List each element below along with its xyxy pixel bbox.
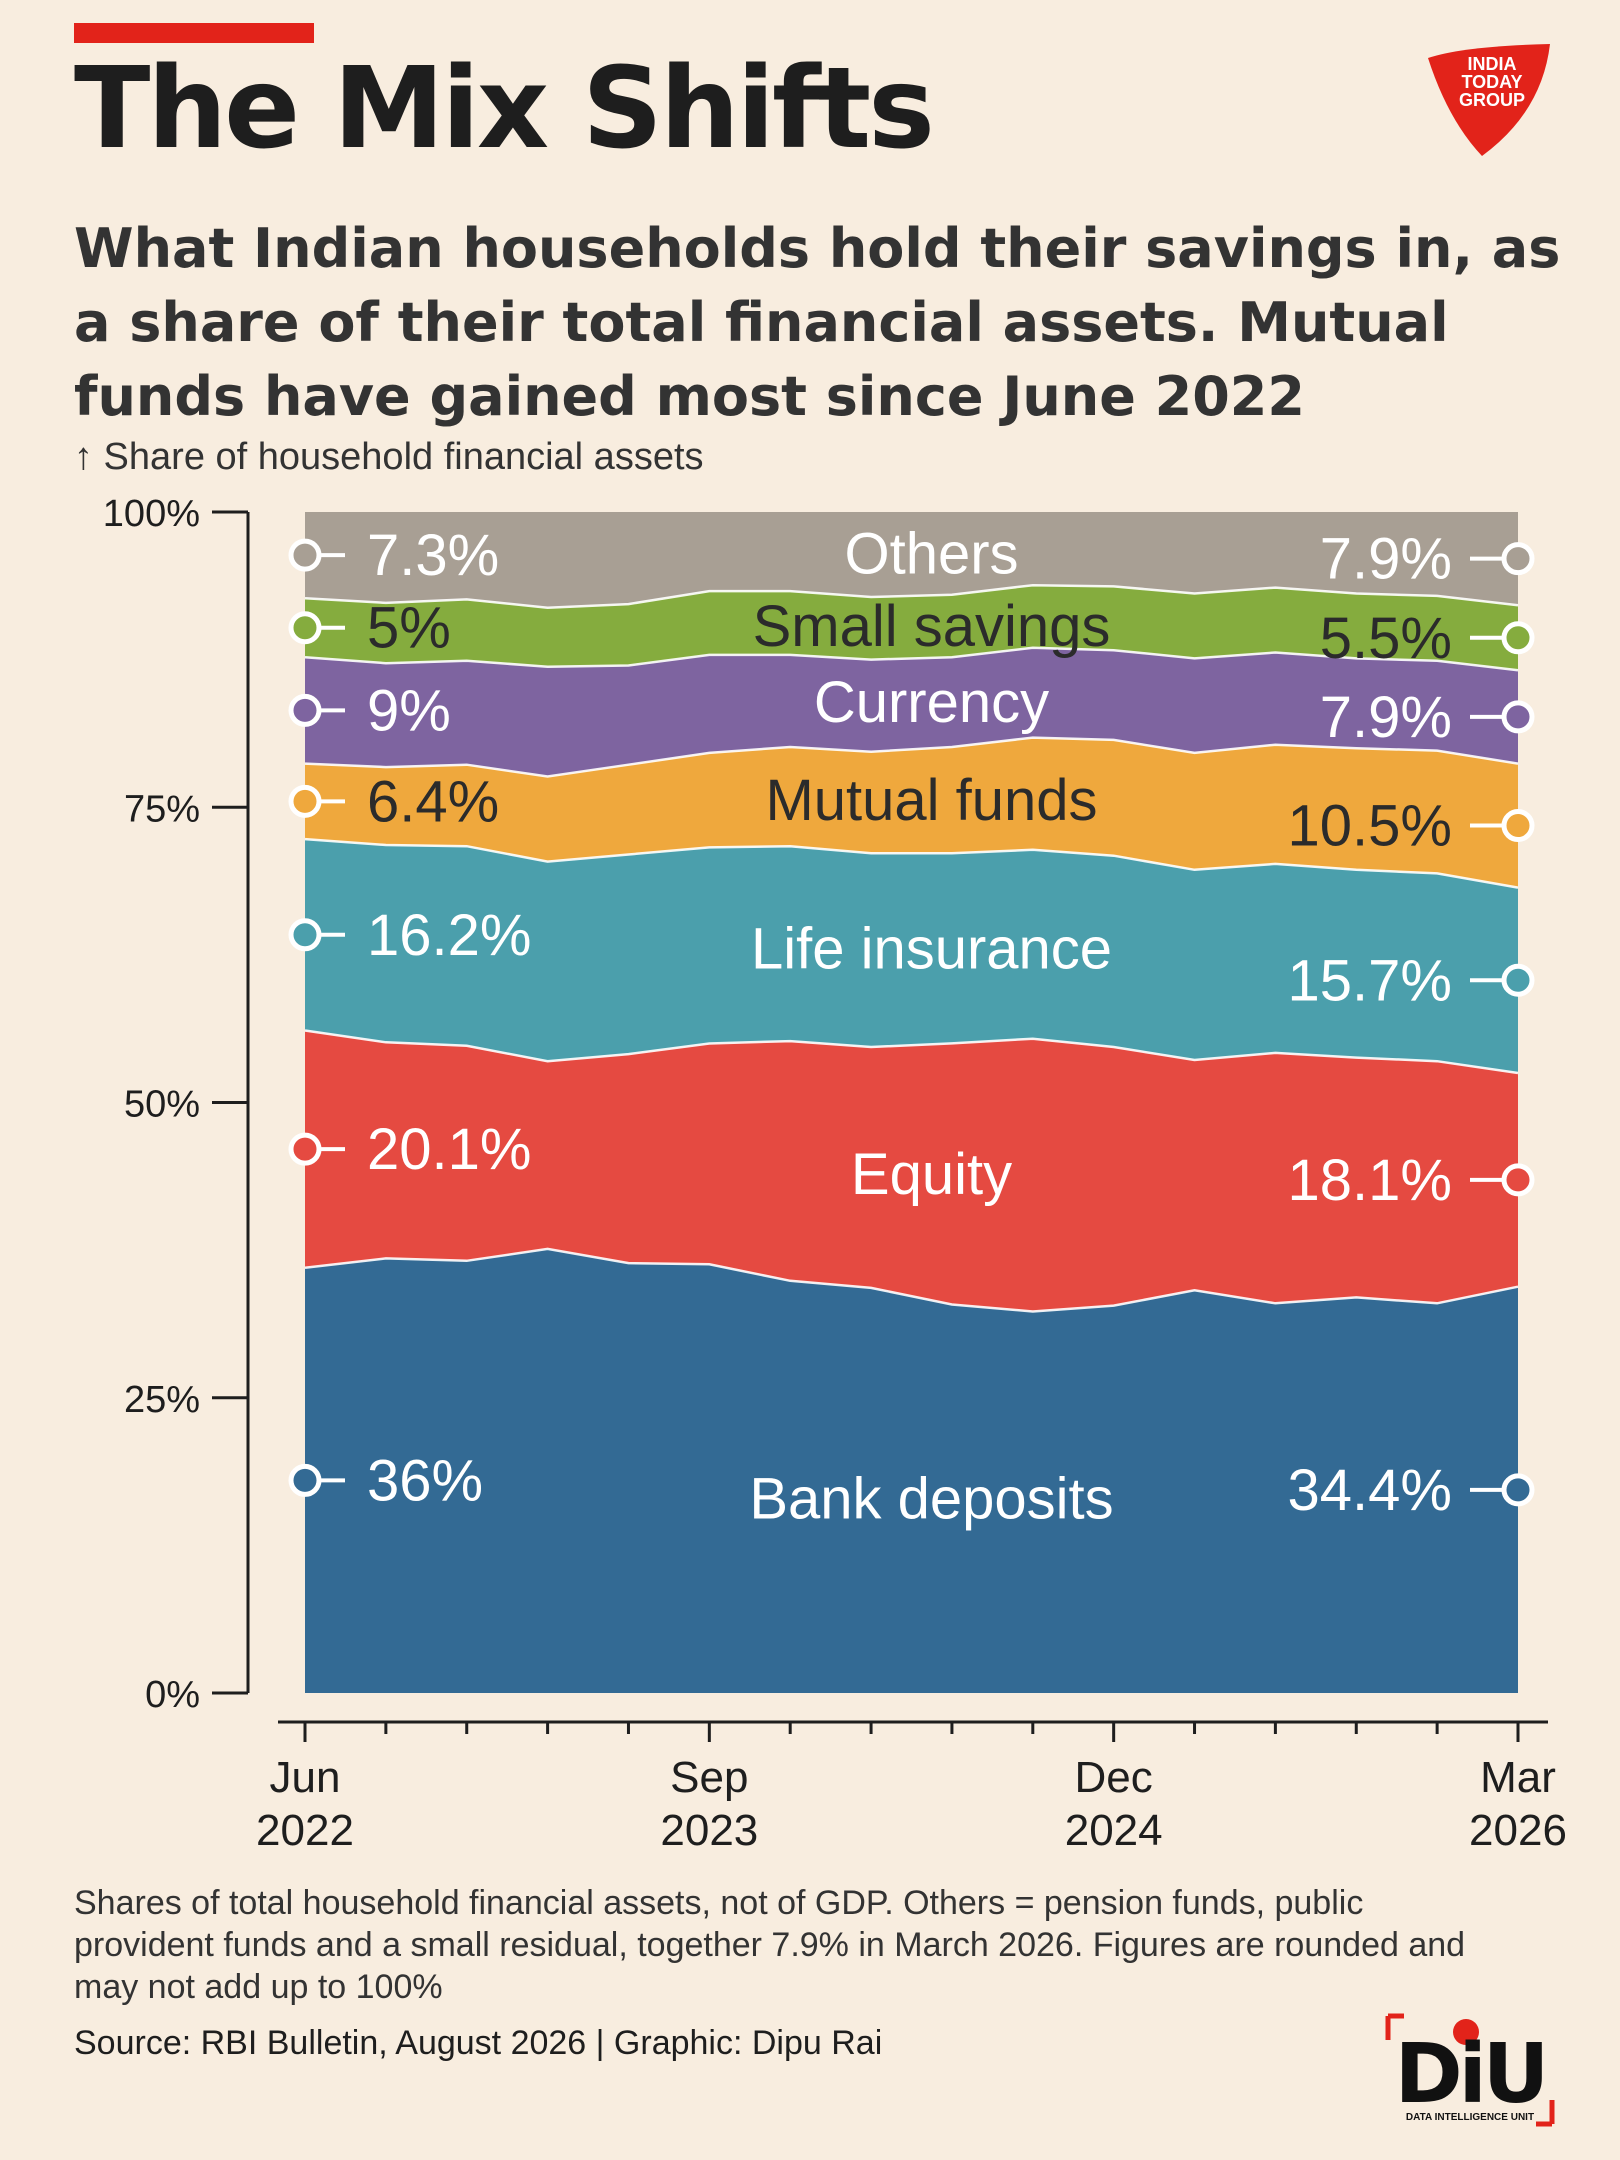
y-tick-label: 100% [103,493,200,535]
end-marker-equity [1501,1163,1535,1197]
area-small-savings [305,585,1518,671]
end-marker-small-savings [1501,621,1535,655]
series-label-equity: Equity [851,1142,1012,1207]
end-value-label-bank-deposits: 34.4% [1288,1458,1452,1523]
logo-text-line-3: GROUP [1459,90,1525,110]
area-others [305,512,1518,608]
x-tick-label-year: 2026 [1469,1806,1567,1855]
diu-logo-text: DiU [1395,2027,1546,2122]
series-boundary-line [304,646,1519,672]
series-boundary-line [304,837,1519,889]
diu-logo-bracket-right [1536,2100,1555,2127]
logo-text-line-1: INDIA [1468,54,1517,74]
diu-logo: DiU DATA INTELLIGENCE UNIT [1385,2013,1555,2127]
x-tick-label-month: Dec [1075,1753,1153,1802]
start-marker-equity [288,1132,322,1166]
logo-shield [1428,44,1550,156]
series-label-life-insurance: Life insurance [751,916,1112,981]
india-today-group-logo: INDIA TODAY GROUP [1428,44,1550,156]
y-axis-label: ↑ Share of household financial assets [74,436,704,478]
x-tick-label-month: Sep [670,1753,748,1802]
series-label-mutual-funds: Mutual funds [765,768,1097,833]
start-value-label-others: 7.3% [367,523,499,588]
x-tick-label-year: 2022 [256,1806,354,1855]
chart-subtitle: What Indian households hold their saving… [74,217,1561,428]
x-tick-label-month: Jun [270,1753,341,1802]
chart-title: The Mix Shifts [74,44,935,174]
y-tick-label: 50% [124,1084,200,1126]
start-marker-life-insurance [288,918,322,952]
start-marker-currency [288,693,322,727]
end-marker-others [1501,542,1535,576]
area-life-insurance [305,839,1518,1073]
end-value-label-currency: 7.9% [1320,685,1452,750]
series-label-bank-deposits: Bank deposits [749,1467,1113,1532]
x-tick-label-year: 2024 [1065,1806,1163,1855]
logo-text-line-2: TODAY [1461,72,1522,92]
end-value-label-small-savings: 5.5% [1320,606,1452,671]
start-value-label-small-savings: 5% [367,596,451,661]
end-marker-currency [1501,700,1535,734]
diu-logo-caption: DATA INTELLIGENCE UNIT [1406,2112,1534,2123]
series-boundary-line [304,1029,1519,1075]
series-label-small-savings: Small savings [753,594,1111,659]
x-tick-label-year: 2023 [660,1806,758,1855]
y-tick-label: 75% [124,788,200,830]
end-value-label-mutual-funds: 10.5% [1288,794,1452,859]
end-value-label-others: 7.9% [1320,527,1452,592]
end-marker-mutual-funds [1501,809,1535,843]
start-value-label-bank-deposits: 36% [367,1448,483,1513]
end-marker-life-insurance [1501,963,1535,997]
start-value-label-mutual-funds: 6.4% [367,769,499,834]
y-tick-label: 0% [145,1674,200,1716]
start-marker-bank-deposits [288,1463,322,1497]
start-marker-others [288,538,322,572]
area-currency [305,647,1518,777]
start-marker-small-savings [288,611,322,645]
area-mutual-funds [305,737,1518,888]
diu-logo-dot [1453,2019,1479,2045]
y-tick-label: 25% [124,1379,200,1421]
diu-logo-bracket-left [1385,2013,1404,2040]
area-equity [305,1030,1518,1312]
series-boundary-line [304,736,1519,778]
end-value-label-life-insurance: 15.7% [1288,948,1452,1013]
series-boundary-line [304,583,1519,609]
source-line: Source: RBI Bulletin, August 2026 | Grap… [74,2024,883,2062]
start-value-label-life-insurance: 16.2% [367,903,531,968]
title-accent-bar [74,23,314,43]
footnote: Shares of total household financial asse… [74,1884,1466,2006]
series-label-currency: Currency [814,670,1049,735]
start-value-label-currency: 9% [367,678,451,743]
series-boundary-line [304,1247,1519,1313]
stacked-area-chart: 0%25%50%75%100%Jun2022Sep2023Dec2024Mar2… [103,493,1567,1855]
series-label-others: Others [844,521,1018,586]
end-marker-bank-deposits [1501,1473,1535,1507]
start-value-label-equity: 20.1% [367,1117,531,1182]
area-bank-deposits [305,1248,1518,1693]
end-value-label-equity: 18.1% [1288,1148,1452,1213]
start-marker-mutual-funds [288,784,322,818]
x-tick-label-month: Mar [1480,1753,1556,1802]
